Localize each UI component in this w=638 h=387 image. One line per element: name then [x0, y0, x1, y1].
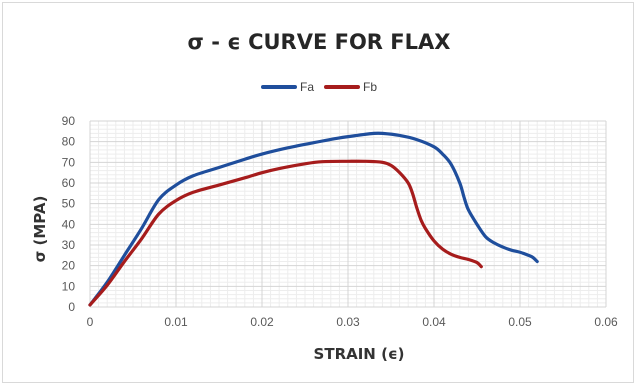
y-tick-label: 50: [62, 197, 76, 211]
y-tick-label: 60: [62, 176, 76, 190]
y-tick-label: 20: [62, 259, 76, 273]
legend-entry-fb: Fb: [324, 80, 377, 94]
legend-swatch-fa: [260, 85, 297, 89]
legend-label-fa: Fa: [299, 80, 314, 94]
legend-label-fb: Fb: [363, 80, 378, 94]
y-tick-label: 10: [62, 279, 76, 293]
y-tick-label: 30: [62, 238, 76, 252]
chart-title: σ - ϵ CURVE FOR FLAX: [187, 30, 451, 54]
legend-entry-fa: Fa: [260, 80, 314, 94]
x-axis-title: STRAIN (ϵ): [313, 345, 405, 363]
series-line-fb: [88, 159, 483, 307]
x-tick-label: 0.02: [250, 315, 274, 329]
x-tick-label: 0.03: [336, 315, 360, 329]
y-tick-label: 90: [62, 114, 76, 128]
y-axis-title: σ (MPA): [31, 195, 49, 263]
x-tick-label: 0.05: [508, 315, 532, 329]
legend: Fa Fb: [0, 80, 638, 94]
legend-swatch-fb: [324, 85, 360, 89]
y-tick-label: 40: [62, 217, 76, 231]
x-tick-label: 0.01: [164, 315, 188, 329]
y-tick-label: 70: [62, 155, 76, 169]
x-tick-label: 0.06: [594, 315, 618, 329]
y-tick-label: 80: [62, 135, 76, 149]
x-tick-label: 0.04: [422, 315, 446, 329]
series-line-fa: [88, 131, 539, 307]
x-tick-label: 0: [87, 315, 94, 329]
y-tick-label: 0: [68, 300, 75, 314]
